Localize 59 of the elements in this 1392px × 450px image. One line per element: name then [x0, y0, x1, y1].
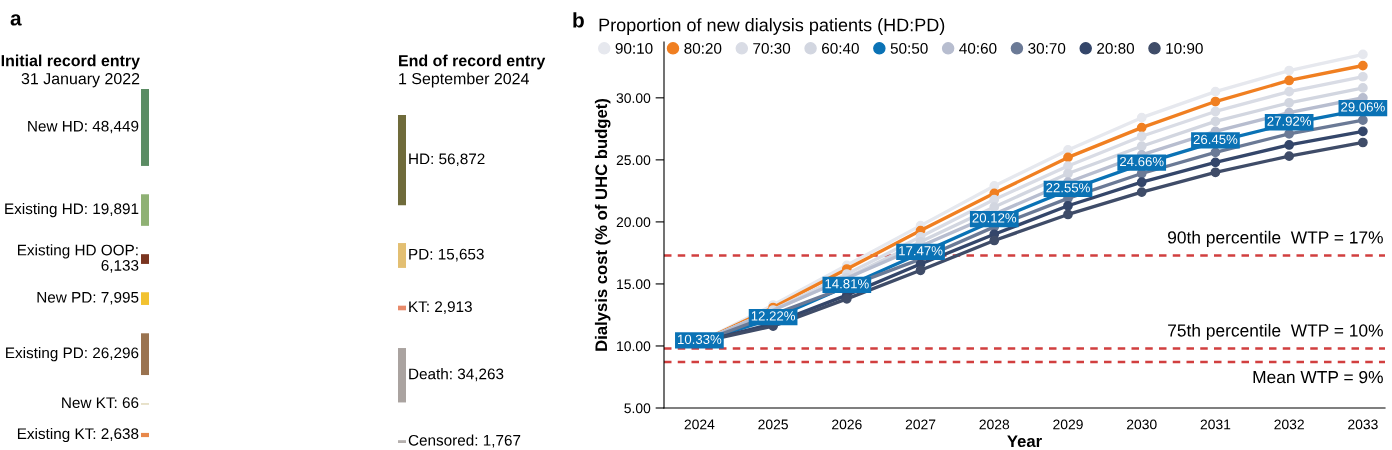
- category-label: HD: 56,872: [409, 153, 485, 167]
- category-label: New KT: 66: [62, 397, 139, 409]
- data-label: 27.92%: [1267, 116, 1312, 126]
- x-tick-label: 2030: [1126, 419, 1157, 430]
- chart-title: b: [573, 12, 584, 28]
- y-tick-label: 30.00: [616, 93, 651, 103]
- legend-title: Proportion of new dialysis patients (HD:PD): [599, 18, 945, 35]
- legend-label: 30:70: [1028, 42, 1066, 54]
- category-label: Existing HD: 19,891: [5, 202, 139, 218]
- y-tick-label: 10.00: [617, 341, 651, 352]
- y-tick-label: 15.00: [617, 279, 651, 290]
- category-label: Existing HD OOP: 6,133: [18, 244, 139, 273]
- data-label: 10.33%: [678, 334, 722, 345]
- category-label: PD: 15,653: [409, 248, 484, 262]
- data-label: 22.55%: [1046, 183, 1090, 193]
- category-label: Existing PD: 26,296: [6, 347, 139, 362]
- category-label: New PD: 7,995: [37, 291, 139, 305]
- text: a: [10, 14, 22, 26]
- ref-line-label: 75th percentile WTP = 10%: [1168, 323, 1383, 341]
- x-tick-label: 2029: [1053, 419, 1083, 430]
- data-label: 26.45%: [1193, 134, 1238, 145]
- legend-label: 40:60: [959, 42, 997, 54]
- legend-label: 60:40: [822, 42, 859, 54]
- data-label: 29.06%: [1341, 102, 1385, 112]
- x-tick-label: 2024: [684, 419, 715, 430]
- ref-line-label: Mean WTP = 9%: [1253, 370, 1383, 384]
- x-tick-label: 2031: [1200, 419, 1231, 430]
- x-tick-label: 2028: [979, 419, 1010, 430]
- data-label: 12.22%: [751, 311, 796, 321]
- x-tick-label: 2033: [1348, 419, 1378, 430]
- legend-label: 70:30: [753, 42, 791, 54]
- category-label: Censored: 1,767: [408, 434, 521, 448]
- y-axis-title: Dialysis cost (% of UHC budget): [594, 98, 611, 351]
- data-label: 20.12%: [972, 213, 1017, 223]
- x-tick-label: 2027: [905, 419, 936, 430]
- legend-label: 20:80: [1097, 42, 1135, 54]
- data-label: 17.47%: [899, 246, 943, 256]
- x-tick-label: 2032: [1274, 419, 1304, 430]
- legend-label: 10:90: [1166, 42, 1203, 54]
- legend-label: 90:10: [615, 42, 653, 54]
- text: Initial record entry: [1, 54, 140, 70]
- category-label: Death: 34,263: [409, 368, 504, 382]
- y-tick-label: 20.00: [616, 217, 651, 228]
- y-tick-label: 5.00: [624, 403, 651, 414]
- x-tick-label: 2025: [758, 419, 788, 430]
- ref-line-label: 90th percentile WTP = 17%: [1168, 230, 1383, 248]
- x-tick-label: 2026: [832, 419, 862, 430]
- category-label: KT: 2,913: [409, 301, 472, 314]
- legend-label: 80:20: [684, 42, 722, 54]
- data-label: 14.81%: [825, 279, 869, 289]
- text: End of record entry: [399, 54, 546, 70]
- category-label: New HD: 48,449: [28, 120, 139, 134]
- text: 31 January 2022: [21, 72, 140, 88]
- x-axis-title: Year: [1007, 435, 1042, 448]
- y-tick-label: 25.00: [616, 155, 651, 166]
- legend-label: 50:50: [890, 42, 928, 54]
- text: 1 September 2024: [399, 72, 529, 88]
- data-label: 24.66%: [1120, 156, 1164, 167]
- category-label: Existing KT: 2,638: [17, 427, 139, 443]
